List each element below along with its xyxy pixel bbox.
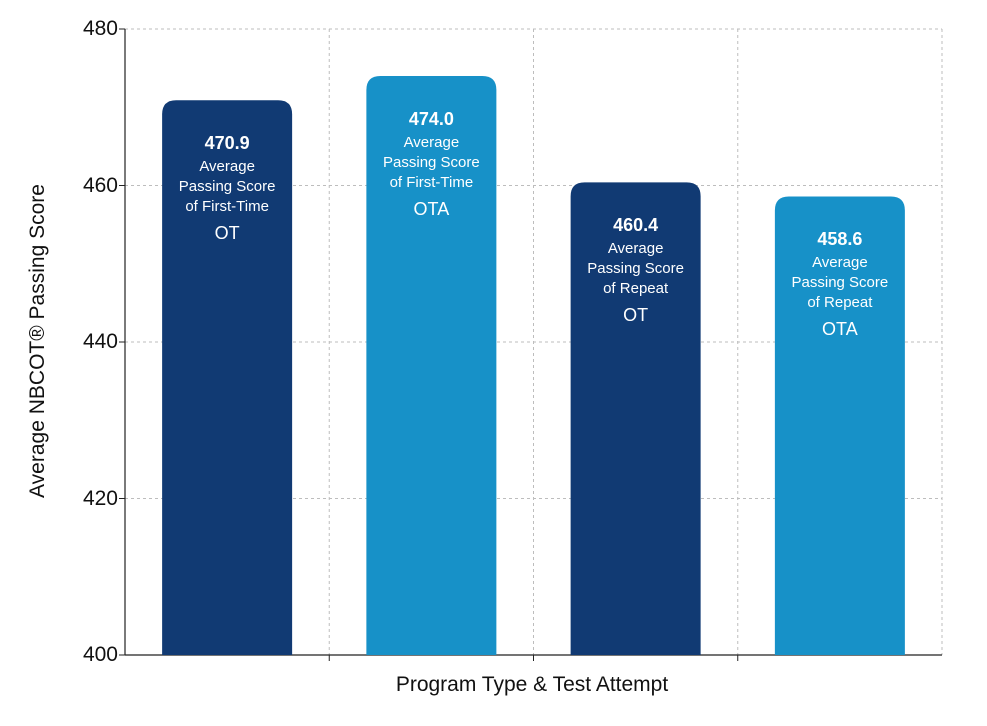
bar-program-label: OTA: [822, 319, 858, 340]
bar-data-label: 458.6 Average Passing Score of Repeat OTA: [775, 229, 905, 340]
bar-value-label: 470.9: [204, 133, 250, 154]
bar-program-label: OT: [623, 305, 649, 326]
y-tick-label: 480: [82, 17, 118, 40]
y-tick-label: 400: [82, 643, 118, 666]
bar-description-line: of Repeat: [807, 294, 873, 312]
bar-data-label: 470.9 Average Passing Score of First-Time OT: [162, 133, 292, 244]
y-tick-label: 440: [82, 330, 118, 353]
x-axis-label: Program Type & Test Attempt: [395, 673, 669, 696]
y-tick-label: 460: [82, 173, 118, 197]
bar-description-line: Passing Score: [587, 260, 684, 278]
y-tick-label: 420: [82, 486, 118, 510]
bar-description-line: of First-Time: [185, 198, 269, 216]
bar-description-line: Average: [607, 240, 664, 258]
bar-program-label: OT: [214, 223, 240, 244]
bar-value-label: 474.0: [408, 108, 454, 129]
y-axis-label: Average NBCOT® Passing Score: [26, 184, 49, 498]
bar: [570, 182, 701, 655]
bar-description-line: Passing Score: [791, 274, 889, 292]
bar-description-line: Average: [403, 133, 460, 151]
bar-description-line: Average: [199, 158, 255, 176]
bar: [366, 75, 497, 655]
bar-data-label: 460.4 Average Passing Score of Repeat OT: [571, 215, 701, 326]
bar-description-line: of Repeat: [603, 280, 669, 298]
bar: [774, 196, 905, 655]
bar-value-label: 460.4: [613, 215, 659, 236]
bar-description-line: Average: [812, 254, 868, 272]
bar-program-label: OTA: [413, 198, 450, 219]
bar-data-label: 474.0 Average Passing Score of First-Time OT…: [366, 109, 496, 220]
bar-value-label: 458.6: [817, 229, 863, 250]
bar-description-line: Passing Score: [178, 178, 276, 196]
bar-description-line: Passing Score: [383, 153, 480, 171]
bar: [162, 100, 293, 655]
bar-description-line: of First-Time: [389, 173, 474, 191]
